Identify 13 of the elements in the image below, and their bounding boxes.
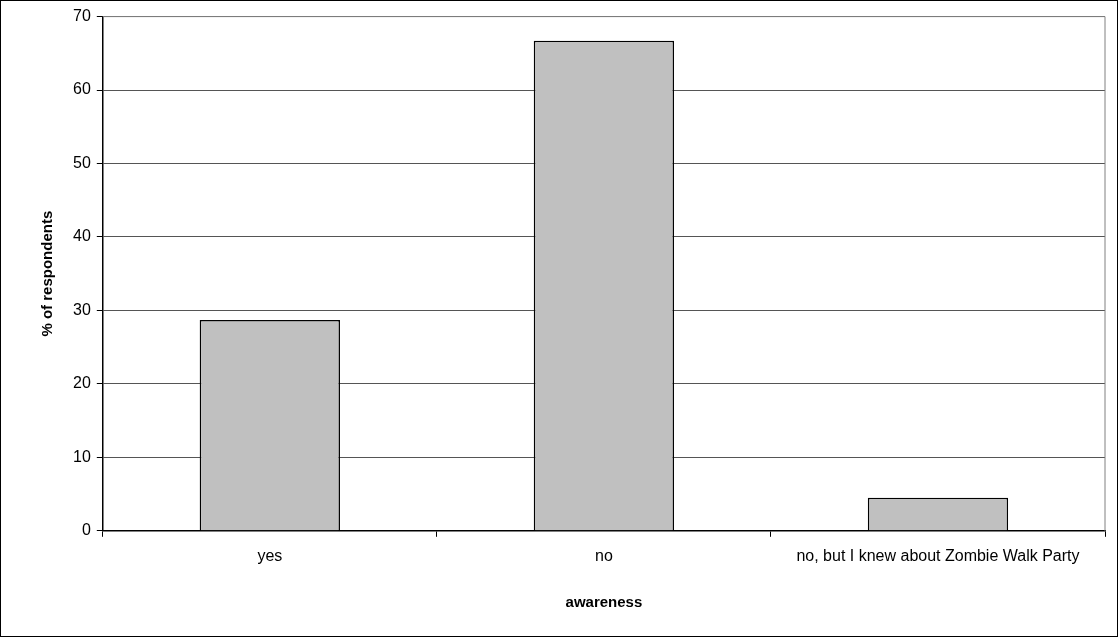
y-tick-label: 10: [73, 447, 91, 465]
x-tick-label: no, but I knew about Zombie Walk Party: [796, 546, 1080, 564]
x-axis-title: awareness: [565, 593, 643, 611]
y-tick-label: 50: [73, 153, 91, 171]
y-axis-title: % of respondents: [38, 210, 56, 337]
y-tick-label: 20: [73, 374, 91, 392]
y-tick-label: 0: [81, 521, 91, 539]
y-tick-label: 70: [73, 7, 91, 25]
y-tick-label: 60: [73, 80, 91, 98]
x-tick-label: yes: [257, 546, 283, 564]
y-tick-label: 40: [73, 227, 91, 245]
y-tick-label: 30: [73, 300, 91, 318]
x-tick-label: no: [595, 546, 613, 564]
